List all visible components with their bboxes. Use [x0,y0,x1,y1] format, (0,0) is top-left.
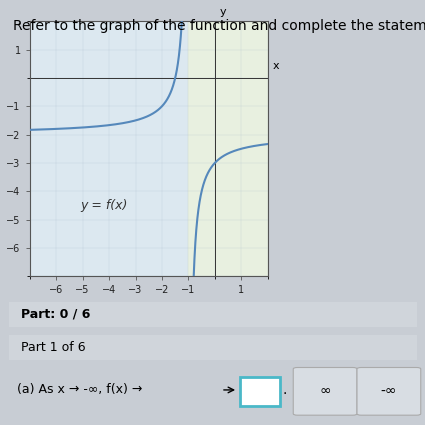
Text: ∞: ∞ [319,384,331,398]
FancyBboxPatch shape [240,377,280,406]
Text: Part: 0 / 6: Part: 0 / 6 [21,307,91,320]
Text: Part 1 of 6: Part 1 of 6 [21,341,86,354]
FancyBboxPatch shape [8,302,416,327]
Bar [188,21,320,276]
Text: (a) As x → -∞, f(x) →: (a) As x → -∞, f(x) → [17,383,142,397]
Text: y = f(x): y = f(x) [80,199,128,212]
FancyBboxPatch shape [293,368,357,415]
Text: y: y [220,7,226,17]
FancyBboxPatch shape [8,335,416,360]
Text: Refer to the graph of the function and complete the statement.: Refer to the graph of the function and c… [13,19,425,33]
Text: .: . [283,383,287,397]
Text: -∞: -∞ [381,384,397,398]
FancyBboxPatch shape [357,368,421,415]
Text: x: x [273,61,280,71]
